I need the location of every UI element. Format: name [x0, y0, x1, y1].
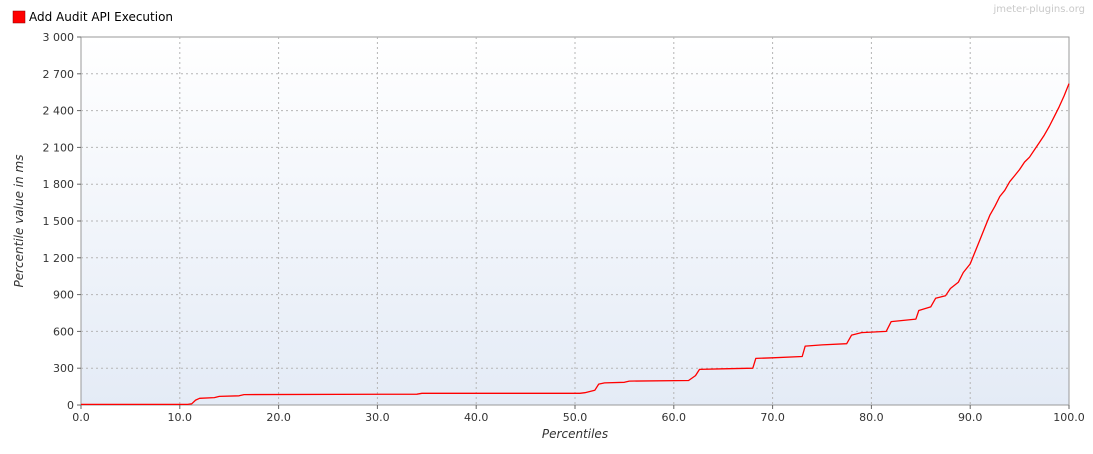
- grid: [81, 37, 1069, 405]
- y-tick-label: 1 500: [43, 215, 75, 228]
- y-tick-label: 1 200: [43, 252, 75, 265]
- x-tick-label: 100.0: [1053, 411, 1085, 424]
- y-tick-label: 1 800: [43, 178, 75, 191]
- x-tick-label: 0.0: [72, 411, 90, 424]
- legend: Add Audit API Execution: [12, 10, 173, 24]
- y-tick-label: 0: [67, 399, 74, 412]
- axis-ticks: 0.0 10.0 20.0 30.0 40.0 50.0 60.0 70.0 80.0 90.0 1…: [43, 31, 1085, 424]
- x-tick-label: 90.0: [958, 411, 983, 424]
- y-tick-label: 2 400: [43, 105, 75, 118]
- x-tick-label: 40.0: [464, 411, 489, 424]
- y-tick-label: 300: [53, 362, 74, 375]
- x-axis-title: Percentiles: [542, 427, 608, 441]
- x-tick-label: 20.0: [266, 411, 291, 424]
- watermark: jmeter-plugins.org: [992, 4, 1085, 15]
- y-tick-label: 900: [53, 289, 74, 302]
- x-tick-label: 30.0: [365, 411, 390, 424]
- legend-swatch: [12, 10, 26, 24]
- legend-label: Add Audit API Execution: [29, 10, 173, 24]
- y-tick-label: 3 000: [43, 31, 75, 44]
- y-axis-title: Percentile value in ms: [12, 155, 26, 288]
- x-tick-label: 50.0: [563, 411, 588, 424]
- x-tick-label: 80.0: [859, 411, 884, 424]
- x-tick-label: 60.0: [662, 411, 687, 424]
- series-layer: [81, 83, 1070, 406]
- x-tick-label: 10.0: [168, 411, 193, 424]
- y-tick-label: 2 700: [43, 68, 75, 81]
- x-tick-label: 70.0: [760, 411, 785, 424]
- y-tick-label: 600: [53, 325, 74, 338]
- y-tick-label: 2 100: [43, 141, 75, 154]
- series-line: [81, 83, 1070, 406]
